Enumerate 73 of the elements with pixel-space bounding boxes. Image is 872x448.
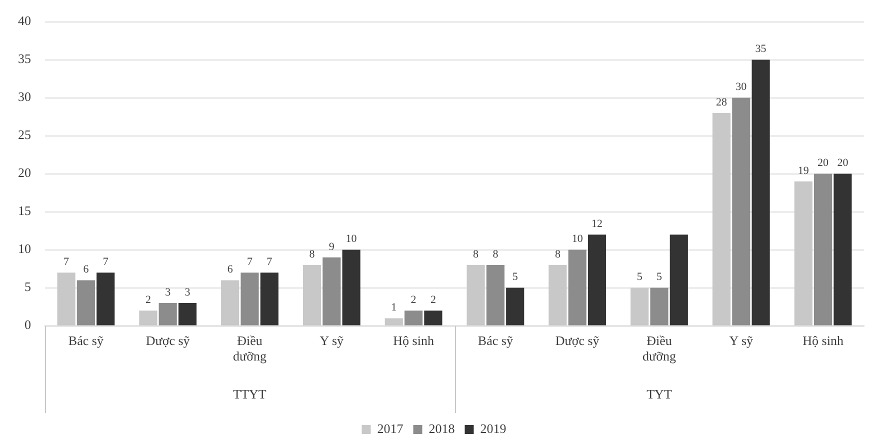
data-label: 5	[512, 271, 518, 284]
bar	[404, 310, 423, 326]
data-label: 30	[736, 81, 748, 94]
bar	[96, 272, 115, 326]
y-tick-label: 40	[18, 13, 31, 28]
data-label: 8	[492, 248, 499, 260]
bar	[650, 288, 668, 326]
x-tick-label: Bác sỹ	[478, 333, 514, 348]
data-label: 6	[83, 264, 90, 276]
data-label: 10	[572, 233, 584, 246]
data-label: 10	[346, 233, 358, 246]
x-tick-label: Hộ sinh	[802, 333, 844, 348]
x-tick-label: Y sỹ	[320, 333, 344, 348]
data-label: 8	[473, 248, 480, 260]
bar	[424, 310, 442, 326]
data-label: 7	[64, 256, 70, 268]
data-label: 7	[102, 256, 109, 268]
x-tick-label: Điều dưỡng	[642, 333, 676, 364]
x-tick-label: Hộ sinh	[393, 333, 434, 348]
data-label: 1	[391, 302, 397, 314]
y-tick-label: 5	[24, 279, 31, 294]
bar	[670, 234, 688, 326]
bar	[486, 265, 504, 326]
x-tick-label: Dược sỹ	[146, 333, 190, 348]
bar	[260, 272, 278, 326]
bar	[240, 272, 259, 326]
data-label: 5	[636, 271, 643, 284]
data-label: 19	[798, 164, 810, 177]
bar	[568, 250, 586, 326]
data-label: 7	[266, 256, 273, 268]
legend-label: 2019	[480, 420, 506, 436]
x-tick-label: Điều dưỡng	[233, 333, 267, 364]
text: TYT	[646, 386, 672, 402]
y-tick-label: 15	[18, 203, 31, 218]
y-tick-label: 30	[18, 89, 31, 104]
y-tick-label: 20	[18, 165, 31, 180]
bar	[834, 174, 852, 326]
data-label: 28	[716, 96, 728, 108]
bar	[588, 234, 606, 326]
data-label: 8	[309, 248, 316, 260]
data-label: 2	[410, 294, 416, 306]
x-tick-label: Y sỹ	[729, 333, 754, 348]
data-label: 7	[247, 256, 253, 268]
bar	[814, 174, 832, 326]
data-label: 3	[184, 286, 191, 298]
data-label: 5	[656, 271, 662, 284]
y-tick-label: 25	[18, 127, 31, 142]
bar	[322, 257, 341, 326]
bar	[76, 280, 95, 326]
legend-label: 2017	[377, 420, 404, 436]
data-label: 2	[430, 294, 436, 306]
bar	[732, 98, 750, 326]
x-tick-label: Dược sỹ	[555, 333, 600, 348]
bar	[158, 303, 177, 326]
y-tick-label: 0	[24, 317, 31, 332]
data-label: 12	[592, 218, 603, 230]
data-label: 20	[837, 157, 849, 170]
data-label: 35	[755, 43, 767, 56]
y-tick-label: 35	[18, 51, 31, 66]
data-label: 8	[554, 248, 561, 260]
legend-label: 2018	[428, 420, 455, 436]
data-label: 9	[328, 240, 335, 253]
data-label: 3	[165, 286, 172, 298]
bar	[342, 250, 360, 326]
data-label: 20	[818, 157, 830, 170]
data-label: 2	[145, 294, 151, 306]
bar	[506, 288, 524, 326]
text: TTYT	[233, 386, 266, 402]
data-label: 6	[227, 264, 234, 276]
y-tick-label: 10	[18, 241, 31, 256]
bar	[752, 60, 770, 326]
x-tick-label: Bác sỹ	[68, 333, 104, 348]
bar	[178, 303, 197, 326]
